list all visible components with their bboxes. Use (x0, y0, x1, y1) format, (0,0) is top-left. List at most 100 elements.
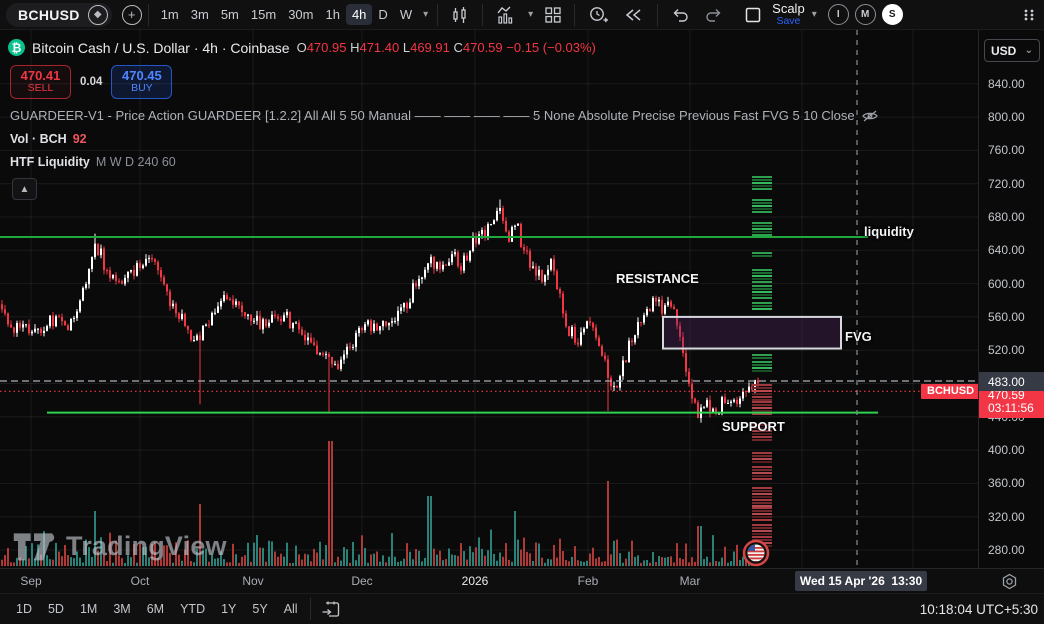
avatar-M[interactable]: M (854, 4, 876, 25)
interval-15m[interactable]: 15m (250, 7, 277, 22)
symbol-title: Bitcoin Cash / U.S. Dollar · 4h · Coinba… (32, 39, 290, 56)
price-tick-840: 840.00 (988, 76, 1025, 91)
range-5Y[interactable]: 5Y (252, 602, 268, 616)
currency-dropdown[interactable]: USD ⌄ (984, 39, 1040, 62)
redo-button[interactable] (698, 3, 730, 27)
alert-button[interactable] (581, 2, 615, 28)
chart-pane[interactable]: TradingView ₿ Bitcoin Cash / U.S. Dollar… (0, 0, 981, 568)
chart-style-button[interactable] (444, 2, 476, 28)
chart-legend[interactable]: ₿ Bitcoin Cash / U.S. Dollar · 4h · Coin… (8, 39, 596, 56)
candles-icon (453, 6, 466, 23)
range-YTD[interactable]: YTD (180, 602, 206, 616)
save-layout-link[interactable]: Save (776, 14, 801, 27)
price-axis[interactable]: USD ⌄ 840.00 800.00 760.00 720.00 680.00 640.… (978, 30, 1044, 568)
bitcoin-cash-logo-icon: ₿ (8, 39, 25, 56)
ohlc-values: O470.95 H471.40 L469.91 C470.59 −0.15 (−… (296, 40, 596, 55)
avatar-S[interactable]: S (881, 4, 903, 25)
interval-buttons: 1m 3m 5m 15m 30m 1h 4h D W (155, 4, 418, 25)
symbol-search-button[interactable]: BCHUSD ◆ (6, 2, 112, 27)
go-to-date-button[interactable] (315, 597, 346, 621)
range-1D[interactable]: 1D (16, 602, 32, 616)
divider (657, 3, 659, 26)
interval-30m[interactable]: 30m (288, 7, 314, 22)
indicator-legend-row[interactable]: GUARDEER-V1 - Price Action GUARDEER [1.2… (10, 108, 879, 123)
rewind-icon (625, 8, 641, 21)
resistance-label[interactable]: RESISTANCE (616, 271, 699, 286)
range-1M[interactable]: 1M (79, 602, 98, 616)
eye-hidden-icon[interactable] (861, 109, 879, 123)
indicator-templates-button[interactable] (538, 3, 568, 27)
divider (482, 3, 484, 26)
dots-grid-icon (1024, 9, 1034, 20)
interval-4h[interactable]: 4h (345, 4, 373, 25)
interval-chevron-down-icon[interactable]: ▾ (423, 9, 429, 20)
price-tick-800: 800.00 (988, 110, 1025, 125)
htf-params: M W D 240 60 (95, 155, 176, 169)
interval-D[interactable]: D (378, 7, 388, 22)
interval-W[interactable]: W (399, 7, 413, 22)
avatar-I[interactable]: I (827, 4, 849, 25)
candlestick-chart[interactable] (0, 30, 978, 568)
bottom-toolbar: 1D 5D 1M 3M 6M YTD 1Y 5Y All 10:18:04 UTC+5:30 (0, 593, 1044, 624)
interval-1m[interactable]: 1m (160, 7, 179, 22)
single-layout-icon (745, 7, 761, 22)
axis-settings-button[interactable] (998, 571, 1020, 591)
sell-button[interactable]: 470.41 SELL (10, 65, 71, 99)
layout-chevron-down-icon[interactable]: ▾ (811, 9, 817, 20)
price-line-symbol-tag: BCHUSD (921, 384, 981, 399)
time-tick-2026: 2026 (461, 574, 489, 588)
crosshair-price-label: 483.00 (979, 372, 1044, 391)
date-range-buttons: 1D 5D 1M 3M 6M YTD 1Y 5Y All (8, 598, 306, 620)
indicator-title: GUARDEER-V1 - Price Action GUARDEER [1.2… (10, 108, 855, 123)
buy-button[interactable]: 470.45 BUY (111, 65, 173, 99)
interval-5m[interactable]: 5m (220, 7, 239, 22)
session-clock[interactable]: 10:18:04 UTC+5:30 (919, 602, 1038, 617)
interval-1h[interactable]: 1h (325, 7, 340, 22)
price-tick-760: 760.00 (988, 143, 1025, 158)
bar-countdown: 03:11:56 (988, 401, 1034, 415)
layout-select-button[interactable] (738, 3, 768, 27)
divider (309, 598, 311, 620)
liquidity-label[interactable]: liquidity (864, 224, 914, 239)
time-axis[interactable]: Sep Oct Nov Dec 2026 Feb Mar Wed 15 Apr '26 13… (0, 568, 1044, 593)
legend-collapse-button[interactable]: ▲ (12, 178, 37, 200)
layout-name-button[interactable]: Scalp Save (770, 2, 807, 27)
layout-name: Scalp (772, 1, 805, 17)
range-1Y[interactable]: 1Y (221, 602, 237, 616)
bar-replay-button[interactable] (617, 3, 651, 27)
time-tick-Mar: Mar (679, 574, 701, 588)
volume-legend-row[interactable]: Vol · BCH 92 (10, 132, 87, 146)
interval-3m[interactable]: 3m (190, 7, 209, 22)
htf-liquidity-legend-row[interactable]: HTF Liquidity M W D 240 60 (10, 155, 176, 169)
indicators-icon (497, 6, 513, 24)
time-tick-Sep: Sep (20, 574, 42, 588)
range-5D[interactable]: 5D (47, 602, 64, 616)
support-label[interactable]: SUPPORT (722, 419, 785, 434)
compare-add-icon[interactable]: + (121, 4, 142, 25)
range-All[interactable]: All (283, 602, 298, 616)
divider (437, 3, 439, 26)
more-menu-button[interactable] (1016, 4, 1044, 26)
currency-chevron-down-icon: ⌄ (1024, 45, 1033, 56)
time-tick-Feb: Feb (577, 574, 599, 588)
undo-arrow-icon (673, 8, 688, 22)
symbol-flag-icon[interactable]: ◆ (87, 4, 108, 25)
indicators-chevron-down-icon[interactable]: ▾ (528, 9, 534, 20)
divider (147, 3, 149, 26)
fvg-label[interactable]: FVG (845, 329, 872, 344)
change-value: −0.15 (−0.03%) (506, 40, 596, 55)
undo-button[interactable] (664, 3, 696, 27)
indicators-button[interactable] (489, 2, 523, 28)
crosshair-date-label: Wed 15 Apr '26 13:30 (795, 571, 927, 591)
last-price-label: 470.59 03:11:56 (979, 387, 1044, 418)
htf-label: HTF Liquidity (10, 155, 90, 169)
range-3M[interactable]: 3M (113, 602, 131, 616)
volume-value: 92 (72, 132, 87, 146)
last-price-value: 470.59 (988, 388, 1025, 402)
divider (574, 3, 576, 26)
symbol-name: BCHUSD (18, 6, 80, 23)
range-6M[interactable]: 6M (146, 602, 165, 616)
price-tick-520: 520.00 (988, 343, 1025, 358)
